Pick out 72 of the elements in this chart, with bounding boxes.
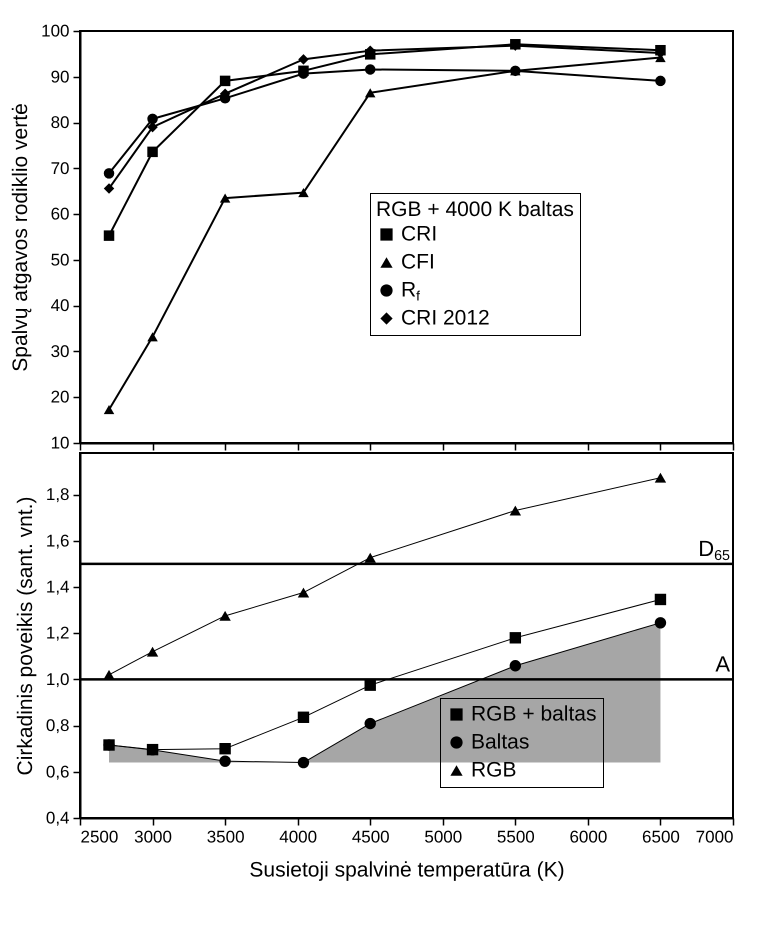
legend-title: RGB + 4000 K baltas bbox=[376, 198, 574, 221]
point bbox=[103, 670, 115, 680]
point bbox=[298, 188, 309, 198]
y-tick-label: 0,4 bbox=[46, 808, 70, 828]
y-tick-label: 1,8 bbox=[46, 485, 70, 504]
point bbox=[104, 405, 114, 414]
point bbox=[510, 660, 522, 672]
y-tick-label: 1,6 bbox=[46, 531, 70, 550]
x-tick-label: 4500 bbox=[352, 828, 390, 846]
point bbox=[220, 194, 230, 203]
y-tick-label: 50 bbox=[50, 250, 70, 270]
point bbox=[104, 230, 114, 241]
y-tick-label: 90 bbox=[50, 67, 70, 86]
point bbox=[219, 742, 231, 754]
point bbox=[147, 146, 158, 158]
x-axis-title: Susietoji spalvinė temperatūra (K) bbox=[249, 858, 565, 882]
legend-label: RGB + baltas bbox=[471, 702, 596, 726]
point bbox=[104, 183, 114, 194]
point bbox=[510, 506, 522, 516]
point bbox=[364, 679, 376, 691]
x-tick-label: 4000 bbox=[279, 828, 318, 846]
point bbox=[219, 755, 231, 767]
legend-label: CFI bbox=[401, 250, 435, 274]
legend-label: CRI bbox=[401, 222, 438, 246]
x-tick-label: 5500 bbox=[496, 828, 535, 846]
x-tick-label: 6500 bbox=[642, 828, 680, 846]
x-tick-label: 3000 bbox=[134, 828, 172, 846]
point bbox=[220, 76, 230, 86]
y-tick-label: 60 bbox=[50, 204, 70, 224]
legend-label: RGB bbox=[471, 758, 517, 782]
y-tick-label: 1,2 bbox=[46, 624, 70, 643]
legend-label: R$_{f}$ bbox=[401, 278, 420, 304]
y-tick-label: 20 bbox=[50, 388, 70, 407]
y-tick-label: 10 bbox=[50, 434, 70, 452]
point bbox=[654, 472, 666, 483]
legend-label: Baltas bbox=[471, 730, 530, 754]
x-tick-label: 2500 bbox=[80, 828, 118, 846]
point bbox=[364, 88, 376, 98]
y-tick-label: 0,8 bbox=[46, 716, 70, 736]
point bbox=[654, 594, 666, 606]
point bbox=[298, 588, 310, 598]
point bbox=[364, 64, 376, 75]
point bbox=[655, 76, 666, 86]
point bbox=[298, 54, 309, 65]
point bbox=[298, 756, 310, 768]
x-tick-label: 7000 bbox=[696, 828, 734, 846]
y-tick-label: 1,0 bbox=[46, 670, 70, 689]
legend-label: CRI 2012 bbox=[401, 306, 490, 330]
y-tick-label: 80 bbox=[50, 113, 70, 132]
y-tick-label: 0,6 bbox=[46, 762, 70, 782]
y-tick-label: 40 bbox=[50, 296, 70, 316]
y-tick-label: 1,4 bbox=[46, 577, 70, 596]
point bbox=[219, 610, 231, 621]
point bbox=[654, 617, 666, 628]
point bbox=[510, 632, 522, 644]
ref-line-label: D$_{65}$ bbox=[698, 536, 730, 564]
point bbox=[298, 712, 310, 723]
ref-line-label: A bbox=[715, 651, 730, 676]
x-tick-label: 3500 bbox=[206, 828, 245, 846]
point bbox=[364, 552, 376, 563]
point bbox=[364, 718, 376, 730]
y-axis-title: Cirkadinis poveikis (sant. vnt.) bbox=[14, 496, 37, 776]
point bbox=[146, 646, 158, 657]
point bbox=[147, 114, 158, 124]
y-tick-label: 100 bbox=[41, 22, 70, 40]
y-tick-label: 70 bbox=[50, 158, 70, 178]
x-tick-label: 5000 bbox=[424, 828, 462, 846]
x-tick-label: 6000 bbox=[569, 828, 608, 846]
y-axis-title: Spalvų atgavos rodiklio vertė bbox=[9, 103, 32, 372]
point bbox=[104, 168, 114, 179]
y-tick-label: 30 bbox=[50, 342, 70, 361]
point bbox=[147, 332, 158, 342]
